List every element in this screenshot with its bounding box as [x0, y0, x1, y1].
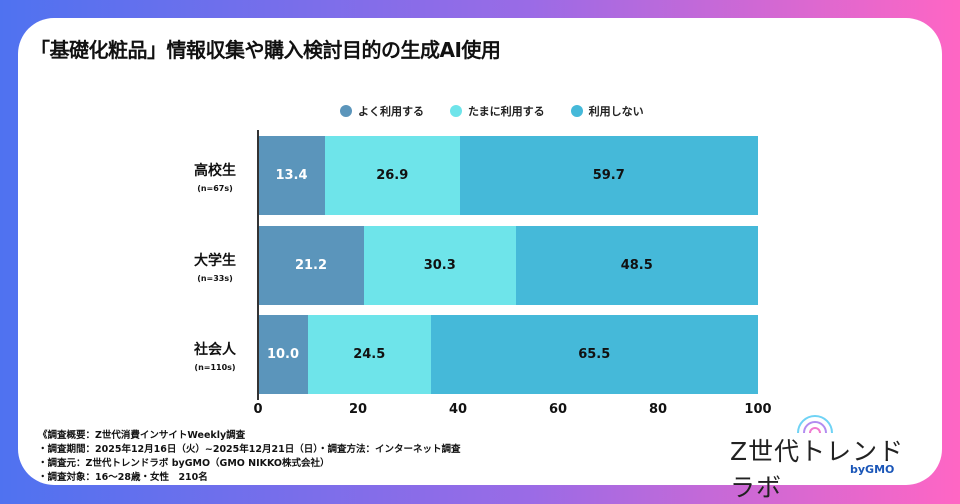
- bar-segment: 21.2: [258, 226, 364, 305]
- x-tick-label: 100: [744, 402, 772, 417]
- bar-segment: 30.3: [364, 226, 516, 305]
- y-axis-line: [257, 130, 259, 400]
- legend-swatch-icon: [570, 105, 583, 117]
- note: ・調査対象：16～28歳・女性 210名: [38, 472, 208, 483]
- bar-segment: 65.5: [430, 315, 758, 394]
- category-sample: (n=67s): [197, 184, 233, 193]
- x-tick-label: 60: [548, 402, 568, 417]
- category-label: 社会人 (n=110s): [170, 339, 260, 372]
- legend-item: 利用しない: [570, 103, 644, 119]
- signal-icon: [797, 415, 833, 434]
- logo: Z世代トレンドラボ byGMO: [730, 405, 920, 502]
- bar-segment: 48.5: [515, 226, 758, 305]
- legend-swatch-icon: [450, 105, 462, 117]
- category-name: 大学生: [194, 253, 236, 269]
- category-name: 高校生: [194, 163, 236, 179]
- survey-notes: 《調査概要：Z世代消費インサイトWeekly調査 ・調査期間：2025年12月1…: [38, 429, 460, 485]
- legend-label: よく利用する: [358, 105, 424, 118]
- legend-swatch-icon: [340, 105, 352, 117]
- legend-label: 利用しない: [588, 105, 644, 118]
- legend-item: よく利用する: [340, 103, 424, 119]
- category-sample: (n=33s): [197, 274, 233, 283]
- category-sample: (n=110s): [194, 363, 236, 372]
- category-label: 大学生 (n=33s): [170, 250, 260, 283]
- legend-item: たまに利用する: [450, 103, 545, 119]
- legend-label: たまに利用する: [468, 105, 545, 118]
- note: ・調査期間：2025年12月16日（火）~2025年12月21日（日）・調査方法…: [38, 444, 461, 455]
- x-tick-label: 20: [348, 402, 368, 417]
- legend: よく利用する たまに利用する 利用しない: [340, 103, 644, 119]
- note: 《調査概要：Z世代消費インサイトWeekly調査: [38, 430, 246, 441]
- bar-segment: 59.7: [459, 136, 758, 215]
- bar-segment: 24.5: [308, 315, 431, 394]
- x-tick-label: 80: [648, 402, 668, 417]
- category-name: 社会人: [194, 342, 236, 358]
- bar-segment: 13.4: [258, 136, 325, 215]
- x-tick-label: 40: [448, 402, 468, 417]
- note: ・調査元：Z世代トレンドラボ byGMO（GMO NIKKO株式会社）: [38, 458, 330, 469]
- bar-segment: 10.0: [258, 315, 308, 394]
- x-tick-label: 0: [253, 402, 263, 417]
- logo-name: Z世代トレンドラボ: [730, 437, 905, 502]
- category-label: 高校生 (n=67s): [170, 160, 260, 193]
- bar-segment: 26.9: [325, 136, 460, 215]
- page-title: 「基礎化粧品」情報収集や購入検討目的の生成AI使用: [30, 38, 501, 62]
- logo-by: byGMO: [850, 463, 895, 476]
